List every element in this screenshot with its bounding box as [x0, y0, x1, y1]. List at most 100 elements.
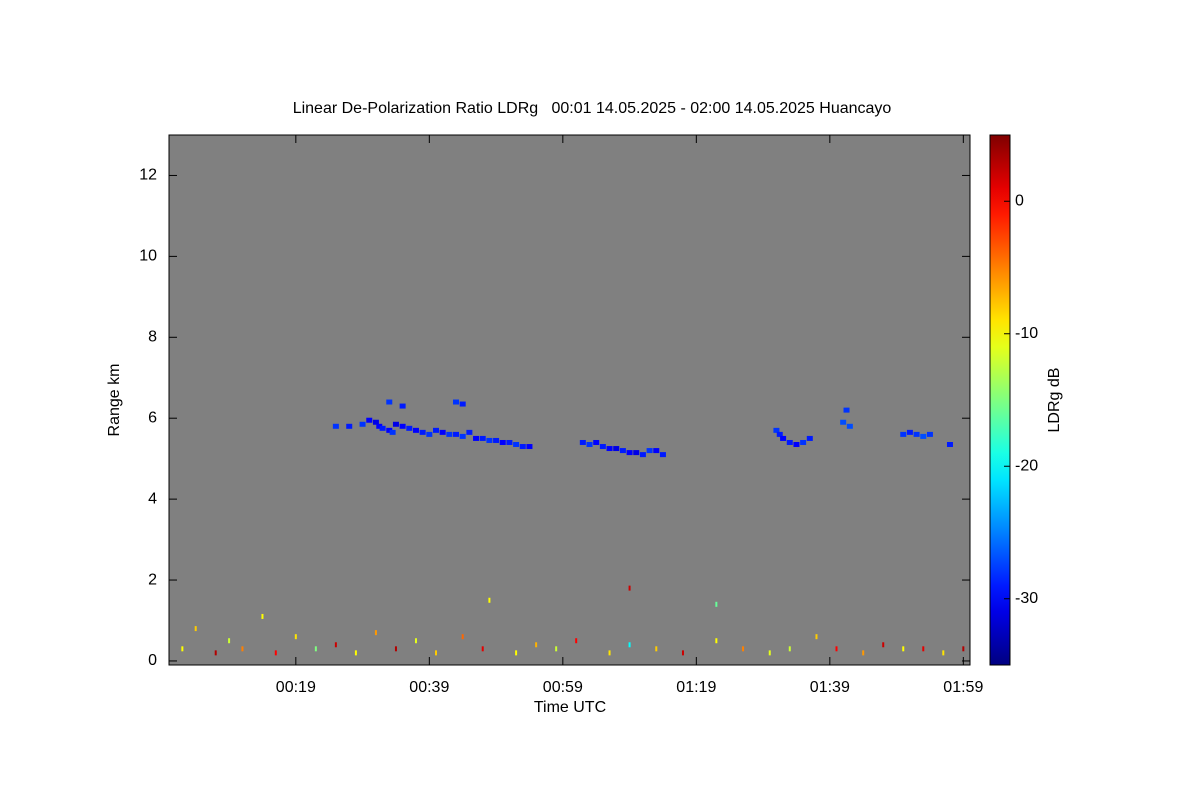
heatmap-cell [386, 427, 393, 433]
heatmap-cell [493, 437, 500, 443]
heatmap-cell [793, 442, 800, 448]
heatmap-cell [962, 646, 965, 652]
heatmap-cell [419, 429, 426, 435]
heatmap-cell [579, 439, 586, 445]
heatmap-cell [314, 646, 317, 652]
x-tick-label: 01:19 [676, 679, 716, 696]
heatmap-cell [942, 650, 945, 656]
heatmap-cell [406, 425, 413, 431]
heatmap-cell [800, 439, 807, 445]
heatmap-cell [922, 646, 925, 652]
y-tick-label: 2 [148, 571, 157, 588]
heatmap-cell [900, 431, 907, 437]
heatmap-cell [788, 646, 791, 652]
heatmap-cell [613, 446, 620, 452]
heatmap-cell [506, 439, 513, 445]
plot-background [169, 135, 970, 665]
heatmap-cell [681, 650, 684, 656]
heatmap-cell [786, 439, 793, 445]
y-tick-label: 4 [148, 490, 157, 507]
heatmap-cell [228, 638, 231, 644]
heatmap-cell [535, 642, 538, 648]
heatmap-cell [913, 431, 920, 437]
heatmap-cell [882, 642, 885, 648]
heatmap-cell [926, 431, 933, 437]
heatmap-cell [646, 448, 653, 454]
heatmap-cell [843, 407, 850, 413]
heatmap-cell [461, 634, 464, 640]
heatmap-cell [389, 429, 396, 435]
heatmap-cell [626, 450, 633, 456]
heatmap-cell [294, 634, 297, 640]
heatmap-cell [653, 448, 660, 454]
heatmap-cell [488, 597, 491, 603]
x-axis-label: Time UTC [534, 699, 606, 716]
heatmap-cell [946, 442, 953, 448]
heatmap-cell [435, 650, 437, 656]
heatmap-cell [715, 601, 718, 607]
heatmap-cell [773, 427, 780, 433]
heatmap-cell [399, 423, 406, 429]
heatmap-cell [473, 435, 480, 441]
colorbar-label: LDRg dB [1046, 368, 1063, 433]
heatmap-cell [379, 425, 386, 431]
heatmap-cell [499, 439, 506, 445]
heatmap-cell [332, 423, 339, 429]
heatmap-cell [479, 435, 486, 441]
heatmap-cell [575, 638, 578, 644]
heatmap-cell [599, 444, 606, 450]
heatmap-cell [399, 403, 406, 409]
heatmap-cell [555, 646, 558, 652]
heatmap-cell [608, 650, 611, 656]
heatmap-cell [372, 419, 379, 425]
heatmap-cell [486, 437, 493, 443]
heatmap-cell [354, 650, 357, 656]
heatmap-cell [481, 646, 484, 652]
colorbar-tick-label: -30 [1015, 590, 1038, 607]
heatmap-cell [526, 444, 533, 450]
heatmap-cell [815, 634, 818, 640]
heatmap-cell [261, 613, 264, 619]
heatmap-cell [776, 431, 783, 437]
heatmap-cell [426, 431, 433, 437]
heatmap-cell [906, 429, 913, 435]
heatmap-cell [519, 444, 526, 450]
heatmap-cell [780, 435, 787, 441]
heatmap-cell [633, 450, 640, 456]
heatmap-cell [346, 423, 353, 429]
y-tick-label: 10 [139, 248, 157, 265]
heatmap-cell [593, 439, 600, 445]
heatmap-cell [446, 431, 453, 437]
colorbar [989, 134, 1011, 666]
heatmap-cell [659, 452, 666, 458]
colorbar-tick-label: 0 [1015, 192, 1024, 209]
x-tick-label: 01:39 [810, 679, 850, 696]
heatmap-cell [414, 638, 417, 644]
y-tick-label: 0 [148, 652, 157, 669]
heatmap-cell [768, 650, 771, 656]
x-tick-label: 00:19 [276, 679, 316, 696]
heatmap-cell [846, 423, 853, 429]
heatmap-cell [374, 630, 377, 636]
heatmap-cell [392, 421, 399, 427]
heatmap-cell [840, 419, 847, 425]
heatmap-cell [376, 423, 383, 429]
heatmap-cell [459, 401, 466, 407]
colorbar-tick-label: -10 [1015, 325, 1038, 342]
heatmap-cell [439, 429, 446, 435]
heatmap-cell [433, 427, 439, 433]
heatmap-cell [214, 650, 217, 656]
y-tick-label: 8 [148, 329, 157, 346]
heatmap-cell [334, 642, 337, 648]
heatmap-cell [835, 646, 838, 652]
x-tick-label: 00:59 [543, 679, 583, 696]
heatmap-cell [586, 442, 593, 448]
heatmap-cell [412, 427, 419, 433]
heatmap-cell [453, 399, 460, 405]
heatmap-cell [394, 646, 397, 652]
heatmap-cell [181, 646, 184, 652]
y-tick-label: 12 [139, 167, 157, 184]
heatmap-cell [806, 435, 813, 441]
heatmap-cell [366, 417, 373, 423]
